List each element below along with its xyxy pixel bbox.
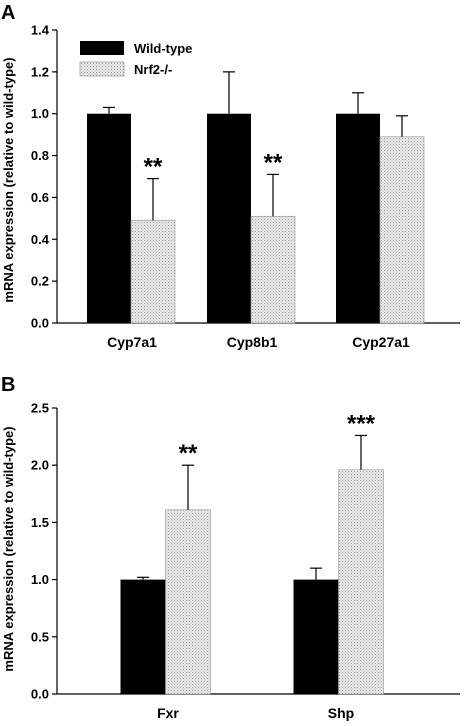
panel-b-y-axis-title: mRNA expression (relative to wild-type): [1, 426, 16, 671]
panel-a-y-axis-title: mRNA expression (relative to wild-type): [1, 57, 16, 302]
y-tick-label: 0.0: [31, 687, 49, 702]
legend-wild-type-swatch: [80, 41, 124, 55]
y-tick-label: 1.0: [31, 106, 49, 121]
y-tick-label: 2.5: [31, 401, 49, 416]
y-tick-label: 1.5: [31, 515, 49, 530]
y-tick-label: 1.2: [31, 64, 49, 79]
bar-wild-type: [336, 113, 380, 323]
significance-label: **: [144, 154, 163, 181]
bar-nrf2: [250, 215, 296, 324]
bar-wild-type: [207, 113, 251, 323]
category-label: Fxr: [157, 705, 179, 721]
y-tick-label: 2.0: [31, 458, 49, 473]
bar-nrf2: [165, 509, 211, 695]
panel-a-chart: 0.0 0.2 0.4 0.6 0.8 1.0 1.2 1.4 ** Cyp7a1 ** Cyp8b1…: [31, 23, 460, 350]
legend: Wild-type Nrf2-/-: [79, 41, 192, 77]
significance-label: **: [264, 149, 283, 176]
y-tick-label: 0.5: [31, 629, 49, 644]
category-label: Cyp8b1: [227, 334, 278, 350]
y-tick-label: 0.6: [31, 190, 49, 205]
bar-wild-type: [87, 113, 131, 323]
significance-label: ***: [347, 410, 376, 437]
y-tick-label: 0.2: [31, 274, 49, 289]
panel-b-letter: B: [1, 374, 15, 396]
category-label: Shp: [328, 705, 354, 721]
legend-wild-type-label: Wild-type: [134, 41, 192, 56]
bar-wild-type: [293, 579, 339, 694]
bar-wild-type: [120, 579, 166, 694]
category-label: Cyp27a1: [352, 334, 410, 350]
category-label: Cyp7a1: [107, 334, 157, 350]
y-tick-label: 0.8: [31, 148, 49, 163]
y-tick-label: 0.4: [31, 232, 50, 247]
bar-nrf2: [379, 136, 425, 324]
y-tick-label: 1.0: [31, 572, 49, 587]
panel-a-letter: A: [1, 2, 15, 24]
legend-nrf2-label: Nrf2-/-: [134, 62, 172, 77]
legend-nrf2-swatch: [79, 61, 125, 77]
bar-nrf2: [130, 220, 176, 324]
y-tick-label: 1.4: [31, 23, 50, 38]
bar-nrf2: [338, 469, 384, 695]
significance-label: **: [179, 440, 198, 467]
panel-b-chart: 0.0 0.5 1.0 1.5 2.0 2.5 ** Fxr *** Shp: [31, 401, 460, 721]
y-tick-label: 0.0: [31, 316, 49, 331]
